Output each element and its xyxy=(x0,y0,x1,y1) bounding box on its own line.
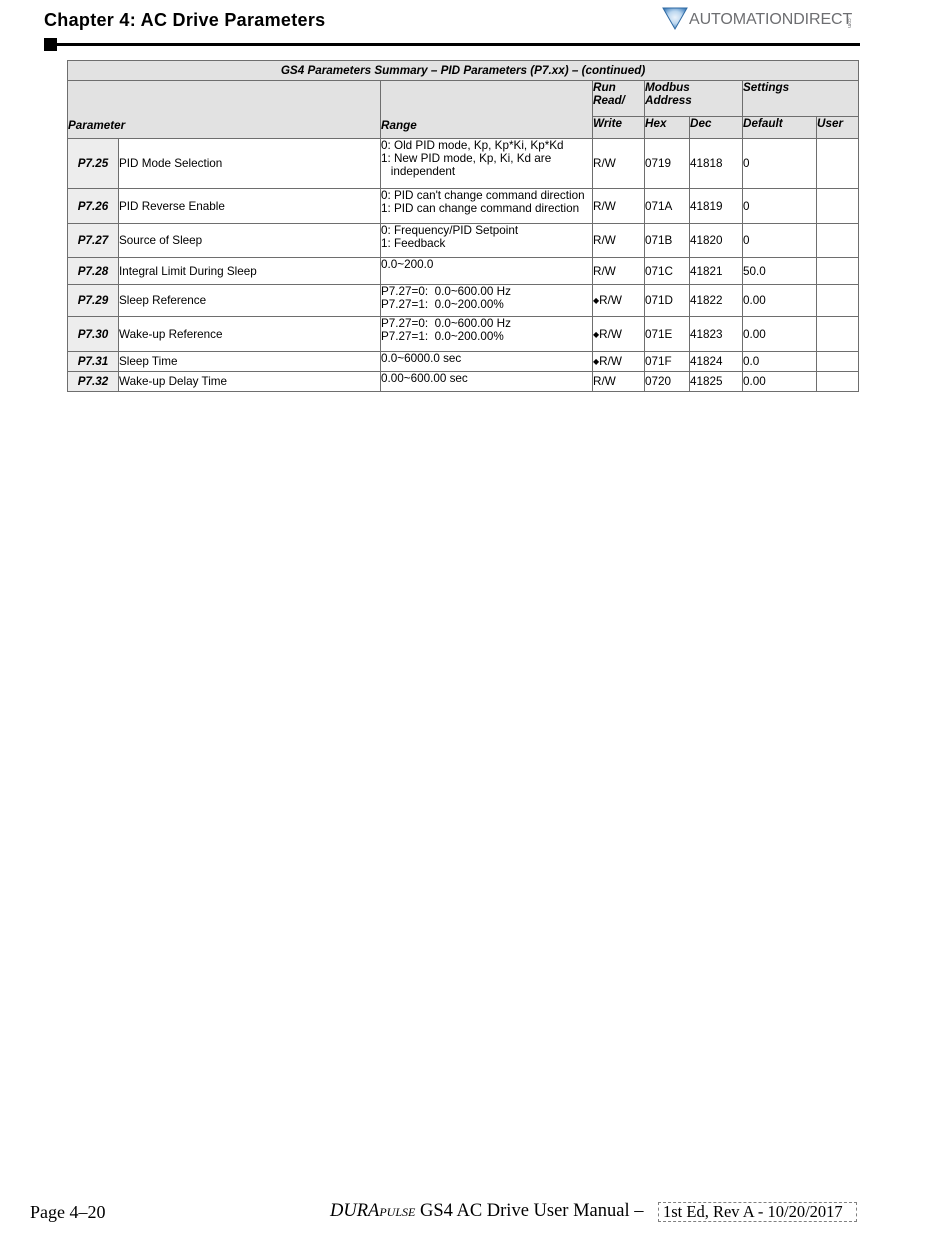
svg-text:.com: .com xyxy=(846,17,852,28)
svg-text:AUTOMATIONDIRECT: AUTOMATIONDIRECT xyxy=(689,11,852,28)
